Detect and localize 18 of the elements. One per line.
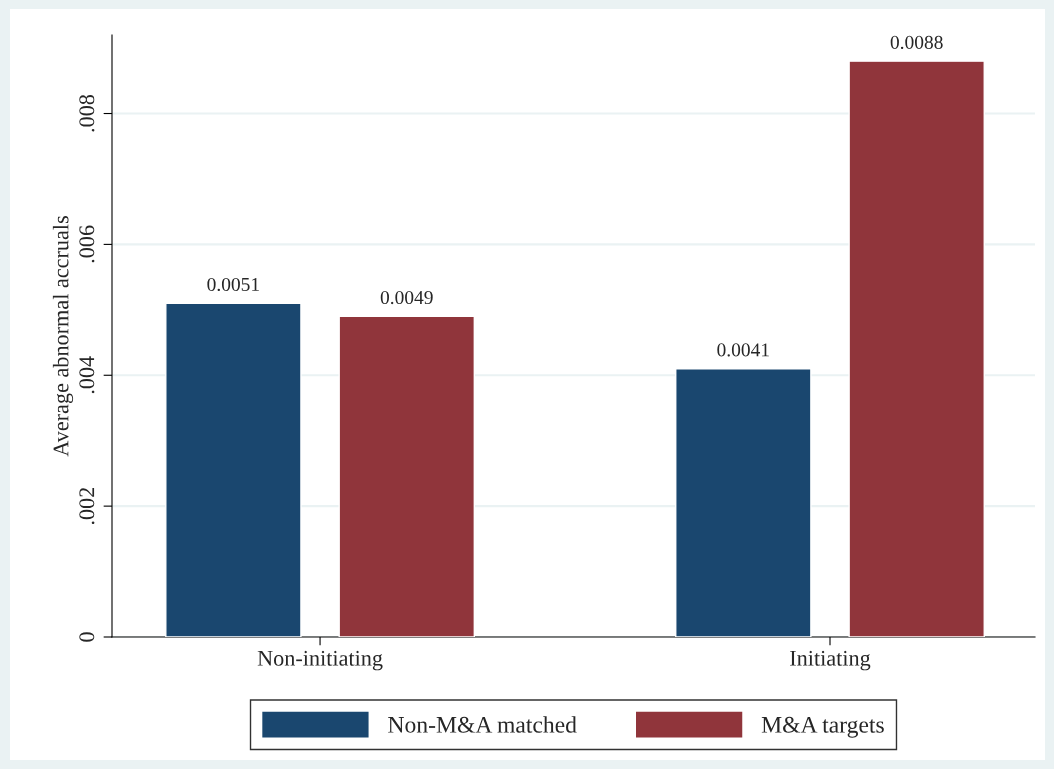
data-label: 0.0041 (717, 343, 769, 357)
y-tick-label: .004 (79, 356, 95, 394)
legend-label: M&A targets (761, 716, 884, 738)
x-tick-label: Non-initiating (257, 650, 383, 671)
legend-label: Non-M&A matched (388, 716, 577, 733)
y-tick-label: .006 (79, 225, 95, 263)
data-label: 0.0088 (890, 35, 943, 49)
data-label: 0.0051 (207, 277, 259, 292)
y-tick-label: .002 (79, 487, 95, 525)
bar (848, 60, 985, 637)
x-tick-label: Initiating (790, 650, 871, 671)
bar (338, 315, 476, 637)
bar (675, 368, 812, 637)
y-axis-title: Average abnormal accruals (52, 216, 74, 457)
bar (165, 302, 302, 637)
y-tick-label: .008 (79, 94, 95, 132)
data-label: 0.0049 (380, 290, 433, 305)
y-tick-label: 0 (79, 632, 95, 642)
